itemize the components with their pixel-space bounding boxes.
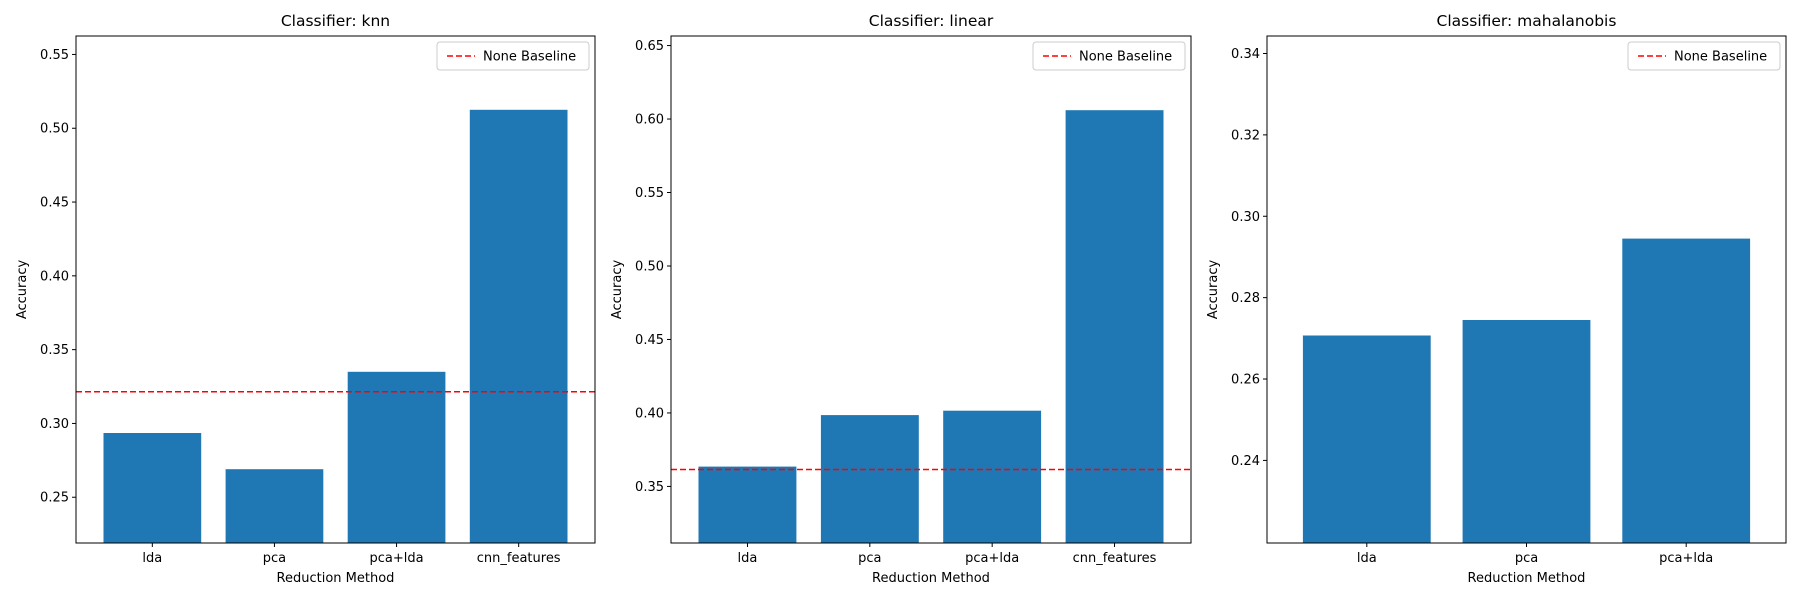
y-tick-label: 0.35 [635,480,664,495]
axes-frame [670,35,1192,544]
subplot-3: 0.24 0.26 0.28 0.30 0.32 0.34 lda pca pca+lda Cla… [1206,12,1787,586]
bar-lda [103,433,202,543]
legend-box [436,41,590,71]
y-tick-label: 0.30 [1231,210,1260,225]
legend-label: None Baseline [1674,50,1767,65]
y-tick-label: 0.24 [1231,454,1260,469]
x-tick-label: cnn_features [477,551,561,566]
legend-label: None Baseline [483,50,576,65]
x-axis-label: Reduction Method [1468,571,1586,586]
bar-pca [1462,320,1591,543]
y-tick-label: 0.45 [40,196,69,211]
y-tick-label: 0.50 [635,259,664,274]
x-tick-label: lda [142,551,162,566]
bar-pca-plus-lda [1622,238,1751,543]
y-tick-label: 0.32 [1231,128,1260,143]
y-tick-label: 0.34 [1231,47,1260,62]
y-tick-label: 0.55 [40,48,69,63]
axes-frame [75,35,596,544]
x-tick-label: pca+lda [370,551,424,566]
y-tick-label: 0.40 [635,406,664,421]
bar-pca-plus-lda [943,410,1042,543]
y-tick-label: 0.26 [1231,373,1260,388]
y-tick-label: 0.35 [40,343,69,358]
x-tick-label: lda [1357,551,1377,566]
subplot-1: 0.25 0.30 0.35 0.40 0.45 0.50 0.55 lda pca pca+ld… [15,12,596,586]
bar-pca [820,415,919,543]
x-axis-label: Reduction Method [277,571,395,586]
y-tick-label: 0.60 [635,113,664,128]
legend: None Baseline [1032,41,1186,71]
subplot-2: 0.35 0.40 0.45 0.50 0.55 0.60 0.65 lda pca pca+ld… [610,12,1192,586]
legend-box [1032,41,1186,71]
x-tick-label: lda [738,551,758,566]
y-tick-label: 0.50 [40,122,69,137]
y-tick-label: 0.40 [40,269,69,284]
bar-cnn_features [1065,110,1164,543]
x-tick-label: pca+lda [965,551,1019,566]
y-tick-label: 0.55 [635,186,664,201]
chart-title: Classifier: knn [281,12,390,30]
legend-label: None Baseline [1079,50,1172,65]
chart-title: Classifier: linear [869,12,994,30]
x-axis-label: Reduction Method [872,571,990,586]
x-tick-label: cnn_features [1073,551,1157,566]
y-tick-label: 0.30 [40,417,69,432]
bar-pca-plus-lda [347,371,446,543]
legend-box [1627,41,1781,71]
y-tick-label: 0.65 [635,39,664,54]
x-tick-label: pca [263,551,286,566]
legend: None Baseline [1627,41,1781,71]
bar-pca [225,469,324,543]
y-tick-label: 0.45 [635,333,664,348]
legend: None Baseline [436,41,590,71]
x-tick-label: pca+lda [1659,551,1713,566]
x-tick-label: pca [1515,551,1538,566]
y-axis-label: Accuracy [610,260,625,320]
chart-title: Classifier: mahalanobis [1437,12,1617,30]
bar-lda [698,466,797,543]
bar-lda [1302,335,1431,543]
x-tick-label: pca [858,551,881,566]
bar-cnn_features [469,109,568,544]
y-tick-label: 0.28 [1231,291,1260,306]
y-axis-label: Accuracy [1206,260,1221,320]
y-tick-label: 0.25 [40,491,69,506]
y-axis-label: Accuracy [15,260,30,320]
